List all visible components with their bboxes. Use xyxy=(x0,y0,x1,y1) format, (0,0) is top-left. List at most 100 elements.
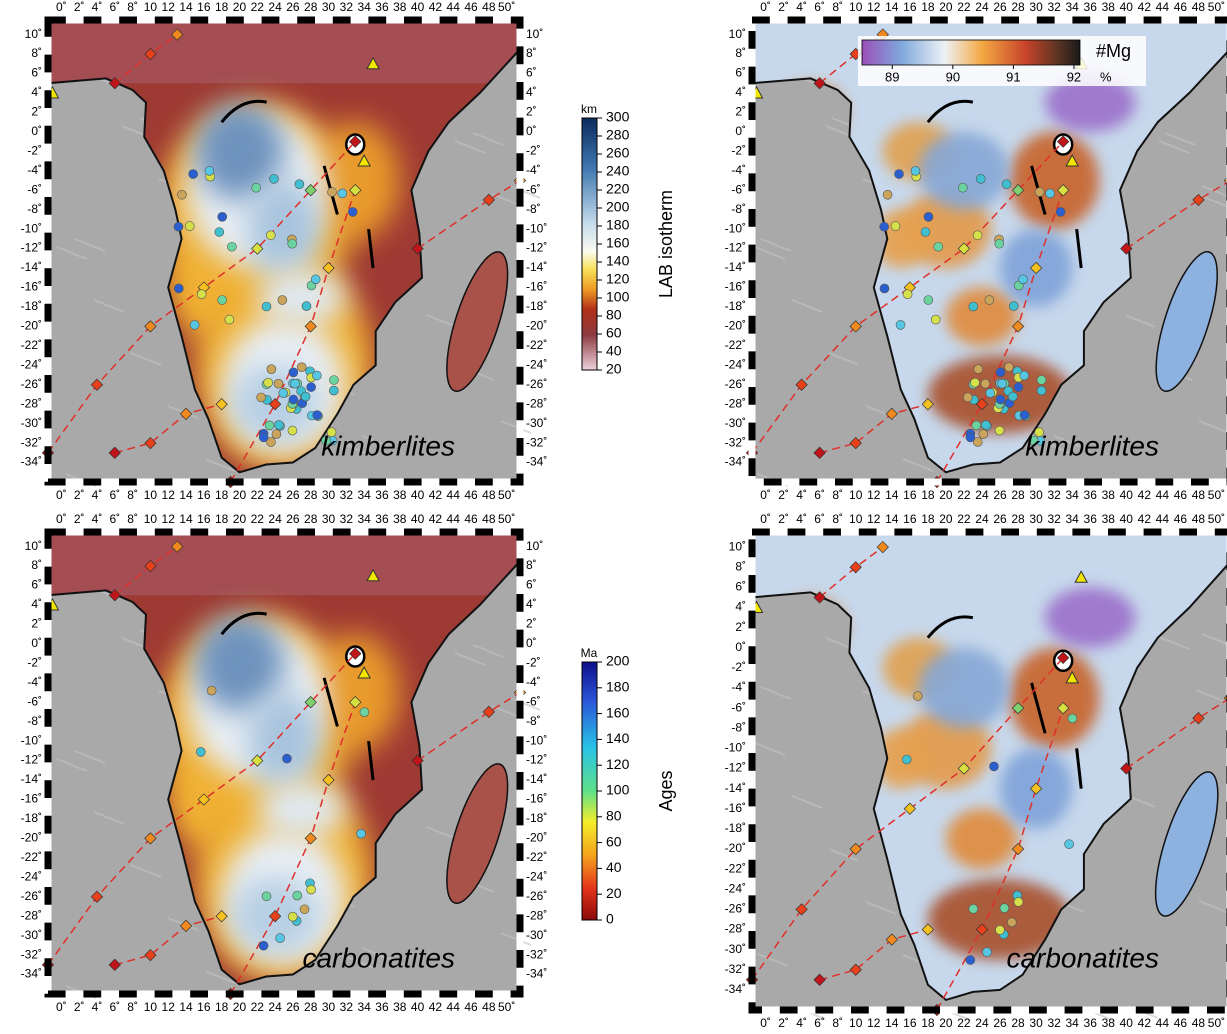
lat-tick-label: -8˚ xyxy=(526,714,541,728)
lon-tick-label: 24 xyxy=(268,0,282,14)
lon-tick-label: 22 xyxy=(957,512,971,526)
lat-tick-label: -8˚ xyxy=(27,714,42,728)
sample-point xyxy=(984,295,995,305)
lat-tick-label: -34˚ xyxy=(725,982,746,996)
sample-point xyxy=(994,238,1005,249)
relief-streak xyxy=(1164,132,1196,146)
lon-tick-label: 36 xyxy=(1084,0,1098,14)
relief-streak xyxy=(130,864,162,878)
lon-tick-label: 18 xyxy=(921,1016,935,1030)
lat-tick-label: 2˚ xyxy=(526,617,537,631)
sample-point xyxy=(1013,897,1024,907)
track-sample xyxy=(1029,261,1043,275)
track-sample xyxy=(849,320,862,333)
relief-streak xyxy=(204,458,236,472)
sample-point xyxy=(258,432,269,443)
lat-tick-label: 8˚ xyxy=(526,558,537,572)
lon-tick-label: 12 xyxy=(867,512,881,526)
lon-tick-label: 38 xyxy=(393,512,407,526)
lon-tick-label: 30 xyxy=(322,512,336,526)
track-sample xyxy=(1120,762,1133,775)
track-sample xyxy=(144,948,157,962)
depth-blob xyxy=(310,634,400,751)
lon-tick-label: 46 xyxy=(464,488,478,502)
relief-streak xyxy=(1047,955,1079,969)
lon-tick-label: 2˚ xyxy=(778,488,789,502)
lat-tick-label: -28˚ xyxy=(21,396,42,410)
track-sample xyxy=(903,802,916,815)
sample-point xyxy=(326,427,337,438)
lat-tick-label: 2˚ xyxy=(735,620,746,634)
sample-point xyxy=(1028,435,1039,446)
hotspot-track xyxy=(417,691,521,762)
lat-tick-label: 2˚ xyxy=(31,617,42,631)
lon-tick-label: 10 xyxy=(849,1016,863,1030)
lon-tick-label: 28 xyxy=(304,488,318,502)
track-sample xyxy=(411,242,424,255)
lon-tick-label: 46 xyxy=(1174,512,1188,526)
sample-point xyxy=(1067,713,1078,724)
hotspot-track xyxy=(114,403,222,454)
sample-point xyxy=(902,289,913,299)
colorbar-tick-label: 40 xyxy=(606,859,622,875)
sample-point xyxy=(214,227,225,237)
lat-tick-label: -12˚ xyxy=(526,753,547,767)
lat-tick-label: -20˚ xyxy=(725,841,746,855)
sample-point xyxy=(359,707,370,717)
depth-blob xyxy=(194,102,284,200)
lon-tick-label: 16 xyxy=(903,512,917,526)
lat-tick-label: -24˚ xyxy=(725,881,746,895)
frame xyxy=(44,16,524,486)
hotspot-track xyxy=(1125,699,1227,770)
lon-tick-label: 10 xyxy=(144,0,158,14)
sample-point xyxy=(227,241,237,252)
lon-tick-label: 4˚ xyxy=(796,488,807,502)
lat-tick-label: -14˚ xyxy=(725,260,746,274)
track-sample xyxy=(304,184,317,197)
sample-point xyxy=(347,207,358,217)
track-sample xyxy=(144,559,157,573)
sample-point xyxy=(296,362,307,372)
lat-tick-label: -2˚ xyxy=(526,655,541,669)
lat-tick-label: -2˚ xyxy=(731,143,746,157)
lake-malawi xyxy=(367,740,375,781)
lon-tick-label: 30 xyxy=(322,488,336,502)
lat-tick-label: -6˚ xyxy=(731,700,746,714)
sample-point xyxy=(288,911,298,922)
sample-point xyxy=(300,391,311,402)
lat-tick-label: -28˚ xyxy=(526,396,547,410)
sample-point xyxy=(321,435,331,446)
lon-tick-label: 48 xyxy=(482,488,496,502)
mg-blob xyxy=(927,355,1073,434)
lat-tick-label: 0˚ xyxy=(735,124,746,138)
lon-tick-label: 26 xyxy=(286,488,300,502)
lon-tick-label: 40 xyxy=(411,488,425,502)
relief-streak xyxy=(760,238,792,252)
sample-point xyxy=(329,375,339,385)
sample-point xyxy=(923,295,934,305)
lon-tick-label: 8˚ xyxy=(832,488,843,502)
lon-tick-label: 26 xyxy=(286,512,300,526)
sample-point xyxy=(895,320,906,330)
colorbar-tick-label: 0 xyxy=(606,911,614,927)
sample-point xyxy=(312,370,322,381)
sample-point xyxy=(879,283,890,294)
lat-tick-label: -22˚ xyxy=(526,850,547,864)
lat-tick-label: 10˚ xyxy=(25,539,42,553)
lon-tick-label: 10 xyxy=(144,488,158,502)
lon-tick-label: 14 xyxy=(179,512,193,526)
sample-point xyxy=(204,166,215,176)
lon-tick-label: 24 xyxy=(268,488,282,502)
track-sample xyxy=(144,832,157,845)
lon-tick-label: 48 xyxy=(1192,488,1206,502)
lat-tick-label: -24˚ xyxy=(526,357,547,371)
lat-tick-label: -6˚ xyxy=(526,694,541,708)
frame-white xyxy=(748,528,1227,1014)
lat-tick-label: 0˚ xyxy=(526,124,537,138)
sample-point xyxy=(968,904,979,914)
fill-north xyxy=(48,20,520,84)
lat-tick-label: -30˚ xyxy=(725,942,746,956)
relief-streak xyxy=(454,140,486,154)
lat-tick-label: -12˚ xyxy=(21,241,42,255)
